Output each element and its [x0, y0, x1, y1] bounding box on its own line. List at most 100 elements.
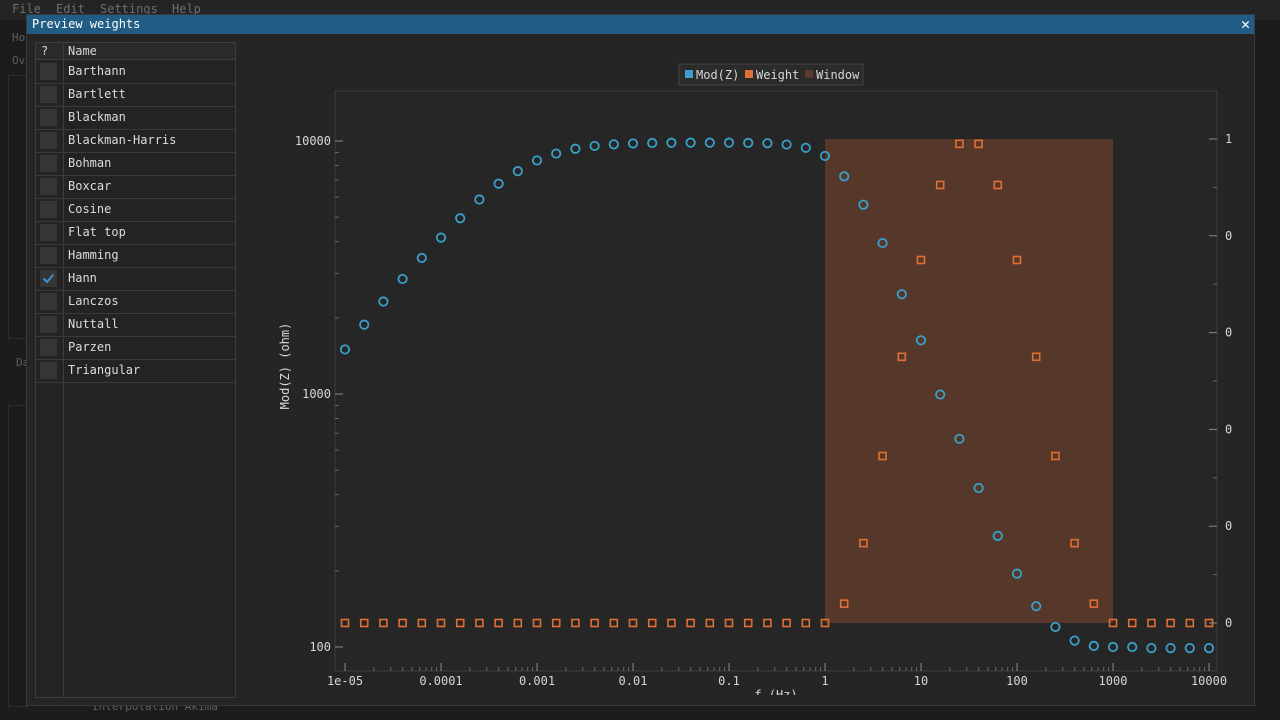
modz-point — [1165, 643, 1176, 654]
row-label: Lanczos — [68, 294, 119, 308]
table-row[interactable]: Nuttall — [36, 313, 235, 337]
row-label: Triangular — [68, 363, 141, 377]
row-checkbox[interactable] — [40, 109, 57, 126]
weight-point — [878, 451, 887, 461]
table-row[interactable]: Barthann — [36, 60, 235, 84]
modz-point — [896, 289, 907, 300]
modz-point — [493, 178, 504, 189]
row-checkbox[interactable] — [40, 63, 57, 80]
modz-point — [1050, 621, 1061, 633]
table-row[interactable]: Lanczos — [36, 290, 235, 314]
weight-point — [1108, 618, 1118, 628]
table-row[interactable]: Blackman — [36, 106, 235, 130]
modz-point — [647, 137, 658, 149]
modz-point — [973, 482, 984, 494]
table-row[interactable]: Triangular — [36, 359, 235, 383]
x-tick-label: 10 — [914, 674, 928, 688]
y-left-tick-label: 1000 — [302, 387, 331, 401]
modz-point — [762, 138, 773, 149]
row-checkbox[interactable] — [40, 339, 57, 356]
close-icon[interactable]: ✕ — [1240, 15, 1250, 33]
weight-point — [1089, 599, 1099, 608]
table-row[interactable]: Hann — [36, 267, 235, 291]
weight-point — [820, 618, 830, 628]
weight-point — [1012, 255, 1022, 265]
weight-point — [340, 618, 350, 628]
weight-point — [782, 618, 791, 628]
modz-point — [915, 335, 927, 346]
x-axis-label: f (Hz) — [754, 688, 797, 695]
legend-swatch — [805, 70, 813, 78]
weight-point — [705, 618, 715, 628]
modz-point — [1203, 643, 1215, 654]
bg-label-fragment: Da — [16, 356, 30, 369]
modz-point — [1127, 641, 1138, 653]
y-right-tick-label: 0.8 — [1225, 229, 1232, 243]
weight-point — [398, 618, 407, 628]
weight-point — [1070, 538, 1079, 548]
weights-plot[interactable]: 1e-05 0.0001 0.001 0.01 0.1 1 10 100 1000 10000 10… — [257, 45, 1264, 702]
x-tick-label: 10000 — [1191, 674, 1227, 688]
table-row[interactable]: Bartlett — [36, 83, 235, 107]
column-header-check[interactable]: ? — [41, 44, 49, 58]
modz-point — [1107, 641, 1119, 653]
modz-point — [954, 433, 965, 444]
column-header-name[interactable]: Name — [68, 44, 97, 58]
x-tick-label: 1 — [821, 674, 828, 688]
row-checkbox[interactable] — [40, 362, 57, 379]
row-label: Bartlett — [68, 87, 126, 101]
column-divider — [63, 43, 64, 697]
modz-point — [474, 194, 485, 205]
modz-point — [397, 273, 408, 285]
row-checkbox[interactable] — [40, 86, 57, 103]
modz-point — [435, 232, 447, 243]
dialog-titlebar[interactable]: Preview weights ✕ — [27, 15, 1254, 34]
row-checkbox[interactable] — [40, 201, 57, 218]
y-right-tick-label: 0.2 — [1225, 519, 1232, 533]
table-row[interactable]: Boxcar — [36, 175, 235, 199]
legend-label: Mod(Z) — [696, 68, 739, 82]
row-checkbox[interactable] — [40, 224, 57, 241]
table-row[interactable]: Flat top — [36, 221, 235, 245]
row-checkbox[interactable] — [40, 178, 57, 195]
modz-point — [416, 252, 427, 264]
modz-point — [935, 389, 946, 400]
row-checkbox[interactable] — [40, 270, 57, 287]
row-label: Blackman — [68, 110, 126, 124]
table-row[interactable]: Parzen — [36, 336, 235, 360]
modz-point — [800, 142, 811, 153]
table-row[interactable]: Hamming — [36, 244, 235, 268]
row-checkbox[interactable] — [40, 155, 57, 172]
weight-point — [1204, 618, 1214, 628]
weight-point — [955, 139, 964, 149]
bg-tab-fragment: Ov — [12, 54, 26, 67]
modz-point — [378, 296, 389, 307]
weight-point — [436, 618, 446, 628]
row-checkbox[interactable] — [40, 293, 57, 310]
y-right-tick-label: 1 — [1225, 132, 1232, 146]
table-row[interactable]: Blackman-Harris — [36, 129, 235, 153]
table-row[interactable]: Cosine — [36, 198, 235, 222]
row-checkbox[interactable] — [40, 316, 57, 333]
weight-point — [417, 618, 427, 628]
y-left-axis-label: Mod(Z) (ohm) — [278, 323, 292, 410]
modz-point — [531, 155, 543, 166]
checkmark-icon — [42, 273, 55, 284]
dialog-title: Preview weights — [32, 17, 141, 31]
row-checkbox[interactable] — [40, 247, 57, 264]
weight-point — [743, 618, 753, 628]
modz-point — [858, 199, 869, 210]
x-tick-label: 1000 — [1099, 674, 1128, 688]
weight-point — [993, 180, 1003, 190]
modz-point — [877, 237, 888, 249]
x-tick-label: 0.001 — [519, 674, 555, 688]
menu-edit: Edit — [56, 2, 85, 16]
row-label: Barthann — [68, 64, 126, 78]
table-header: ? Name — [36, 43, 235, 60]
weight-point — [571, 618, 580, 628]
table-row[interactable]: Bohman — [36, 152, 235, 176]
weight-point — [609, 618, 619, 628]
weight-point — [667, 618, 676, 628]
weight-point — [532, 618, 542, 628]
row-checkbox[interactable] — [40, 132, 57, 149]
